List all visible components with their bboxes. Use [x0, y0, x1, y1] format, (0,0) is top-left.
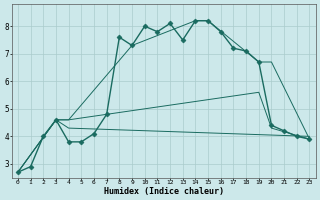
X-axis label: Humidex (Indice chaleur): Humidex (Indice chaleur)	[104, 187, 224, 196]
